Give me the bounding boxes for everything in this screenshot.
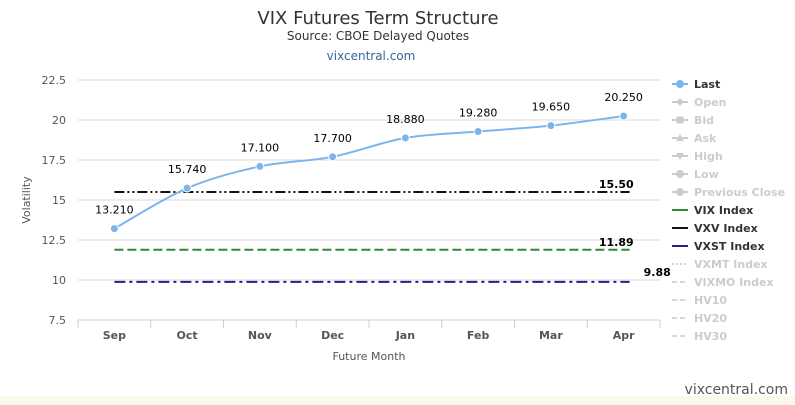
series-last: 13.210 15.740 17.100 17.700 18.880 19.280 19.6… — [95, 91, 643, 234]
y-tick-label: 15 — [52, 194, 66, 207]
y-tick-label: 10 — [52, 274, 66, 287]
legend-label: HV10 — [694, 294, 727, 307]
legend-item-open[interactable]: Open — [672, 96, 727, 109]
legend[interactable]: Last Open Bid Ask High Low Previous Close VIX I… — [672, 78, 785, 343]
legend-item-vxst-index[interactable]: VXST Index — [672, 240, 765, 253]
legend-marker — [676, 80, 684, 88]
y-tick-label: 7.5 — [49, 314, 67, 327]
footer-watermark: vixcentral.com — [685, 382, 788, 398]
x-tick-label: Oct — [177, 329, 198, 342]
legend-label: HV20 — [694, 312, 727, 325]
legend-marker — [676, 116, 684, 124]
data-point[interactable] — [109, 224, 119, 234]
ref-line-label: 15.50 — [599, 178, 634, 191]
legend-item-hv30[interactable]: HV30 — [672, 330, 727, 343]
x-tick-label: Feb — [467, 329, 490, 342]
legend-label: Open — [694, 96, 727, 109]
data-point[interactable] — [255, 161, 265, 171]
legend-item-vix-index[interactable]: VIX Index — [672, 204, 753, 217]
data-point[interactable] — [546, 121, 556, 131]
data-label: 17.100 — [241, 141, 280, 154]
data-label: 13.210 — [95, 204, 134, 217]
legend-label: VXV Index — [694, 222, 758, 235]
legend-marker — [676, 98, 684, 106]
reference-lines: 15.50 11.89 9.88 — [114, 178, 671, 283]
x-tick-label: Mar — [539, 329, 563, 342]
y-axis-title: Volatility — [20, 176, 33, 224]
data-point[interactable] — [328, 152, 338, 162]
x-tick-label: Jan — [395, 329, 415, 342]
x-tick-label: Apr — [613, 329, 635, 342]
legend-item-last[interactable]: Last — [672, 78, 720, 91]
data-label: 19.650 — [532, 101, 571, 114]
x-axis-title: Future Month — [332, 350, 405, 363]
legend-label: VIX Index — [694, 204, 753, 217]
x-axis: Sep Oct Nov Dec Jan Feb Mar Apr — [77, 319, 661, 342]
data-label: 15.740 — [168, 163, 207, 176]
x-tick-label: Dec — [321, 329, 344, 342]
y-tick-label: 22.5 — [42, 74, 67, 87]
ref-line-label: 9.88 — [644, 266, 671, 279]
y-tick-label: 17.5 — [42, 154, 67, 167]
legend-item-bid[interactable]: Bid — [672, 114, 714, 127]
data-point[interactable] — [619, 111, 629, 121]
x-tick-label: Nov — [248, 329, 273, 342]
y-axis: 7.5 10 12.5 15 17.5 20 22.5 — [42, 74, 67, 327]
grid — [78, 79, 660, 321]
legend-label: Low — [694, 168, 719, 181]
data-label: 20.250 — [604, 91, 643, 104]
data-point[interactable] — [400, 133, 410, 143]
chart-subtitle: Source: CBOE Delayed Quotes — [287, 29, 469, 43]
data-point[interactable] — [473, 127, 483, 137]
data-label: 19.280 — [459, 107, 498, 120]
data-point[interactable] — [182, 183, 192, 193]
source-link[interactable]: vixcentral.com — [327, 49, 416, 63]
legend-label: VXMT Index — [694, 258, 768, 271]
legend-item-low[interactable]: Low — [672, 168, 719, 181]
legend-label: Ask — [694, 132, 717, 145]
chart-title: VIX Futures Term Structure — [257, 8, 498, 29]
legend-marker — [676, 188, 684, 196]
legend-item-hv10[interactable]: HV10 — [672, 294, 727, 307]
x-tick-label: Sep — [103, 329, 126, 342]
footer-band — [0, 396, 795, 405]
legend-label: Previous Close — [694, 186, 785, 199]
data-label: 18.880 — [386, 113, 425, 126]
legend-label: Bid — [694, 114, 714, 127]
legend-label: Last — [694, 78, 720, 91]
legend-label: VXST Index — [694, 240, 765, 253]
y-tick-label: 12.5 — [42, 234, 67, 247]
legend-marker — [676, 134, 684, 141]
legend-item-ask[interactable]: Ask — [672, 132, 717, 145]
legend-marker — [676, 153, 684, 160]
legend-label: HV30 — [694, 330, 727, 343]
legend-item-high[interactable]: High — [672, 150, 723, 163]
ref-line-label: 11.89 — [599, 236, 634, 249]
legend-item-previous-close[interactable]: Previous Close — [672, 186, 785, 199]
y-tick-label: 20 — [52, 114, 66, 127]
legend-item-hv20[interactable]: HV20 — [672, 312, 727, 325]
legend-marker — [676, 170, 684, 178]
legend-item-vixmo-index[interactable]: VIXMO Index — [672, 276, 774, 289]
legend-item-vxv-index[interactable]: VXV Index — [672, 222, 758, 235]
legend-label: High — [694, 150, 723, 163]
legend-item-vxmt-index[interactable]: VXMT Index — [672, 258, 768, 271]
legend-label: VIXMO Index — [694, 276, 774, 289]
data-label: 17.700 — [313, 132, 352, 145]
